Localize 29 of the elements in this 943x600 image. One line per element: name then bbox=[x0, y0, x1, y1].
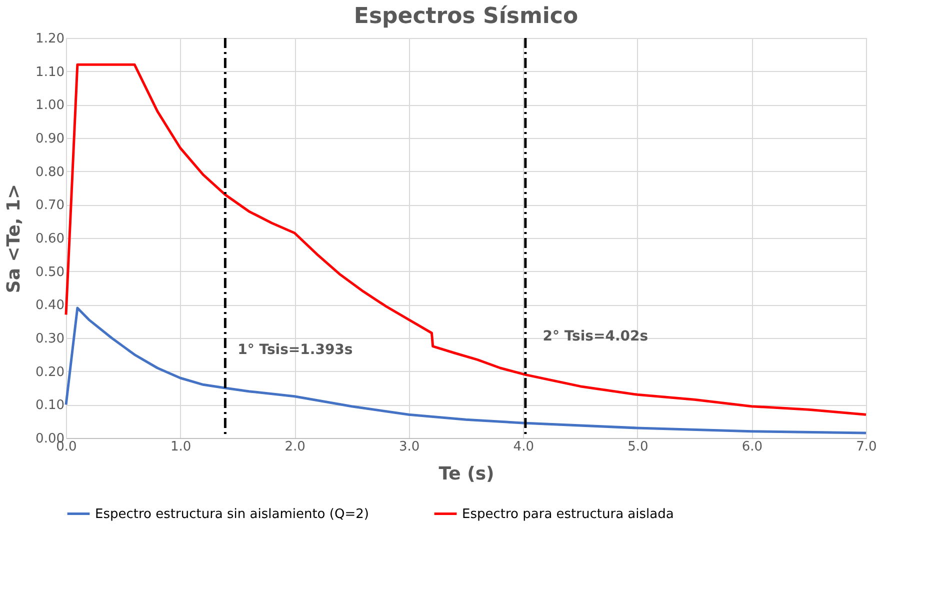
y-tick-label: 0.70 bbox=[36, 198, 64, 214]
x-tick-label: 0.0 bbox=[56, 440, 77, 454]
x-tick-label: 1.0 bbox=[170, 440, 192, 454]
x-tick-label: 5.0 bbox=[628, 440, 648, 454]
x-tick-label: 3.0 bbox=[399, 440, 420, 454]
chart-title: Espectros Sísmico bbox=[354, 4, 578, 29]
x-tick-label: 2.0 bbox=[284, 440, 306, 454]
annotation: 2° Tsis=4.02s bbox=[542, 328, 648, 345]
line-series bbox=[64, 63, 868, 416]
line-series bbox=[64, 306, 868, 434]
x-tick-label: 4.0 bbox=[513, 440, 534, 454]
y-tick-label: 1.10 bbox=[36, 64, 64, 80]
y-tick-label: 0.40 bbox=[36, 298, 64, 314]
y-axis-title: Sa <Te, 1> bbox=[4, 184, 25, 294]
y-tick-label: 0.90 bbox=[36, 132, 64, 146]
y-tick-label: 1.20 bbox=[36, 32, 64, 46]
y-tick-label: 1.00 bbox=[36, 98, 64, 114]
x-axis-title: Te (s) bbox=[438, 464, 494, 484]
x-tick-label: 7.0 bbox=[856, 440, 877, 454]
x-tick-label: 6.0 bbox=[742, 440, 763, 454]
y-tick-label: 0.80 bbox=[36, 164, 64, 180]
y-tick-label: 0.60 bbox=[36, 232, 64, 246]
y-tick-label: 0.20 bbox=[36, 364, 64, 380]
y-tick-label: 0.50 bbox=[36, 264, 64, 280]
legend-label: Espectro para estructura aislada bbox=[462, 506, 674, 522]
y-tick-label: 0.30 bbox=[36, 332, 64, 346]
annotation: 1° Tsis=1.393s bbox=[238, 342, 353, 358]
y-tick-label: 0.10 bbox=[36, 398, 64, 414]
legend-label: Espectro estructura sin aislamiento (Q=2) bbox=[95, 506, 369, 522]
